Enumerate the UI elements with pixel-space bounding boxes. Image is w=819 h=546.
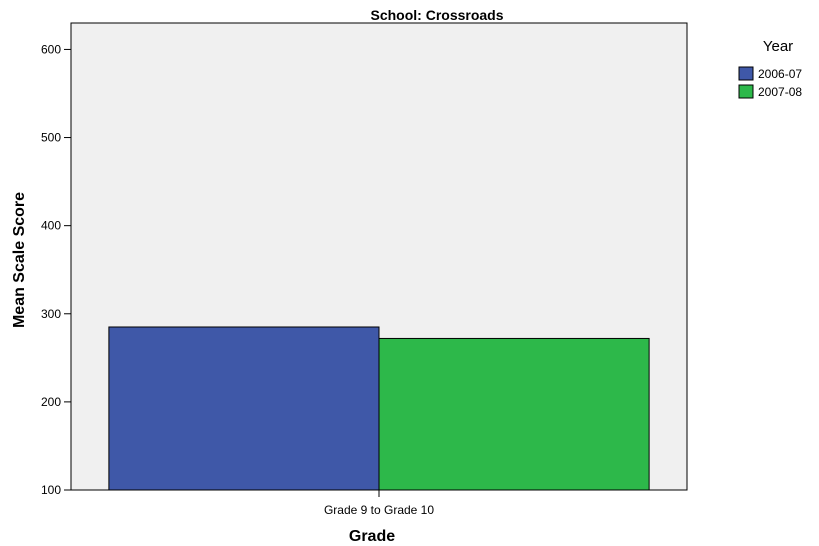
y-tick-label: 300 [41, 307, 61, 321]
y-axis: 100 200 300 400 500 600 [41, 42, 71, 497]
bars-group [108, 326, 650, 491]
chart-title: School: Crossroads [370, 7, 503, 23]
bar-2007-08 [378, 337, 650, 491]
legend-swatch-2007-08 [738, 84, 754, 99]
y-tick-label: 500 [41, 131, 61, 145]
x-axis: Grade 9 to Grade 10 [324, 490, 434, 517]
x-tick-label: Grade 9 to Grade 10 [324, 503, 434, 517]
bar-2006-07 [108, 326, 380, 491]
legend: Year 2006-07 2007-08 [738, 38, 802, 99]
legend-label: 2007-08 [758, 85, 802, 99]
legend-swatch-2006-07 [738, 66, 754, 81]
legend-label: 2006-07 [758, 67, 802, 81]
x-axis-title: Grade [349, 528, 395, 545]
y-tick-label: 600 [41, 42, 61, 56]
legend-title: Year [763, 38, 793, 55]
y-tick-label: 100 [41, 483, 61, 497]
y-tick-label: 400 [41, 219, 61, 233]
y-tick-label: 200 [41, 395, 61, 409]
y-axis-title: Mean Scale Score [11, 192, 28, 328]
